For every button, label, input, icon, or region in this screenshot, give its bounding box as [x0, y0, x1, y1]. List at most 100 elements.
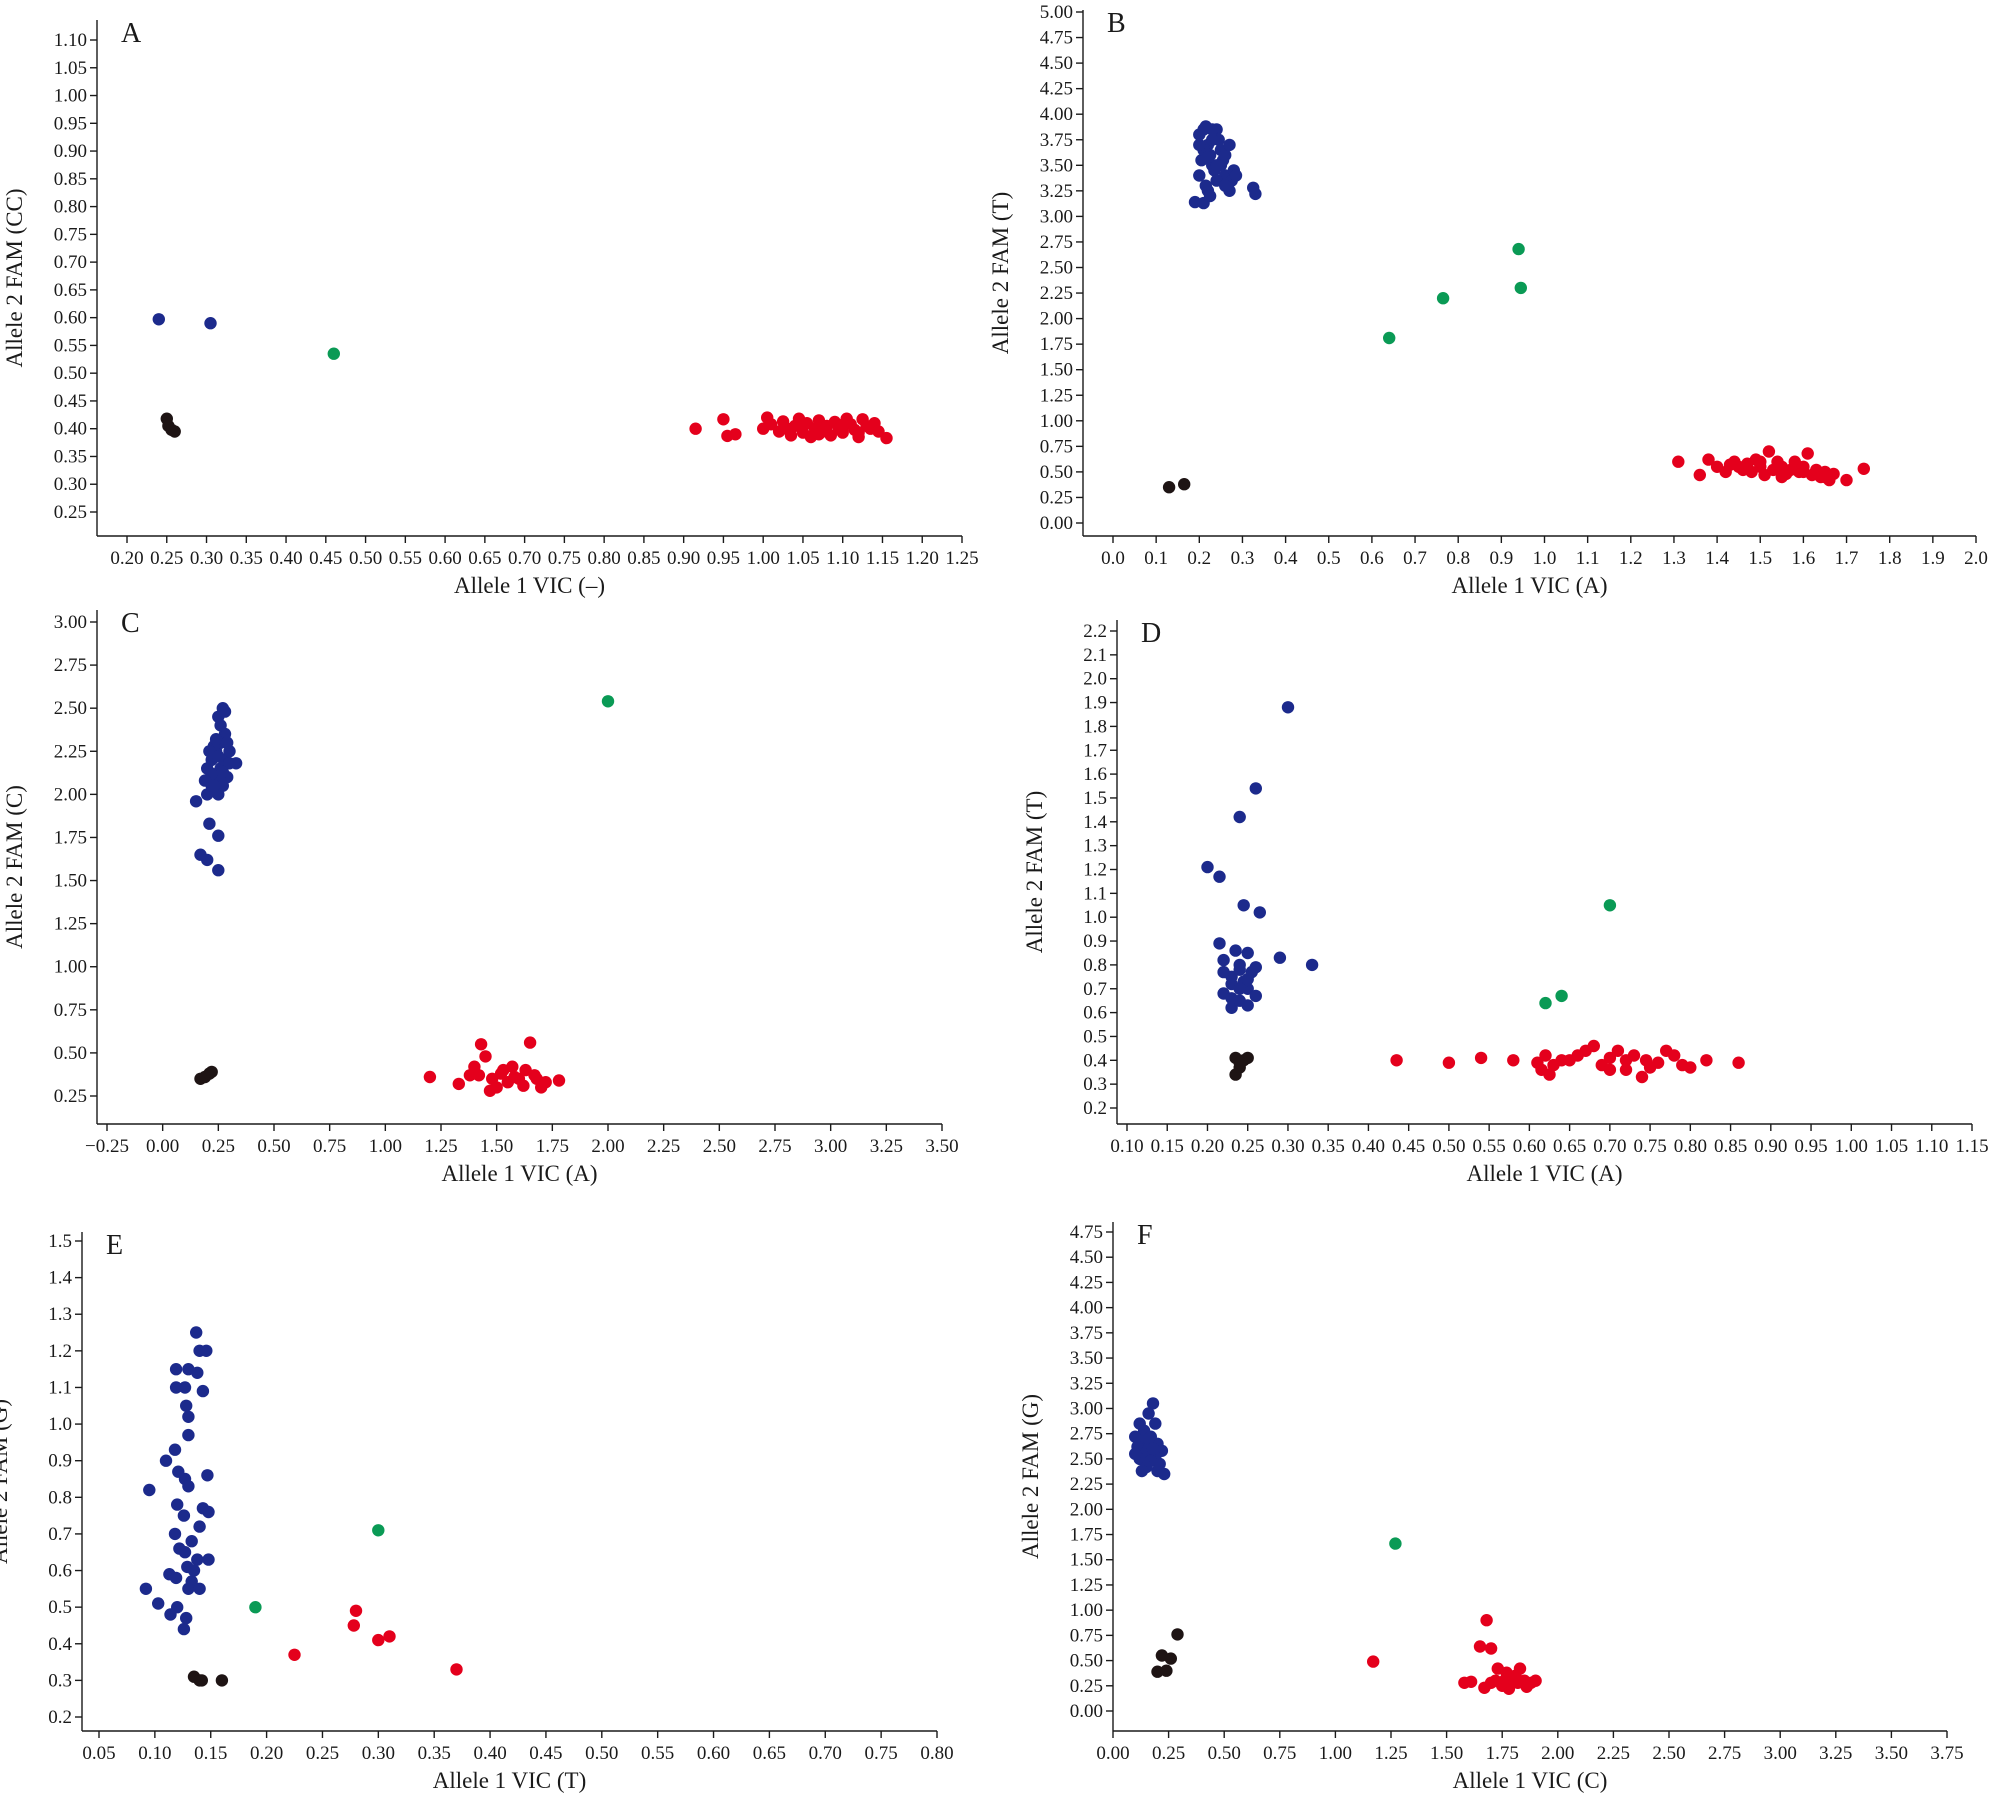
x-tick-label: 1.15: [866, 548, 899, 569]
blue-data-point: [214, 719, 227, 732]
y-tick-label: 0.70: [54, 252, 87, 273]
x-tick-label: 1.0: [1533, 548, 1557, 569]
y-tick-label: 4.25: [1040, 79, 1073, 100]
y-tick-label: 1.1: [48, 1377, 72, 1398]
blue-data-point: [1219, 148, 1232, 162]
x-tick-label: 1.00: [1319, 1743, 1352, 1764]
blue-data-point: [1206, 133, 1219, 146]
green-data-point: [1436, 292, 1450, 305]
panel-d: 0.10 0.15 0.20 0.25 0.30 0.35 0.40 0.45 0.50 0.55…: [1022, 618, 1989, 1186]
x-axis-title: Allele 1 VIC (–): [454, 573, 605, 598]
x-tick-label: 1.7: [1835, 548, 1859, 569]
y-tick-label: 0.50: [1070, 1651, 1103, 1672]
y-tick-label: 2.0: [1083, 669, 1107, 690]
y-tick-label: 3.50: [1040, 155, 1073, 176]
x-tick-label: 0.90: [1754, 1136, 1787, 1157]
red-data-point: [1651, 1056, 1665, 1069]
x-tick-label: 0.75: [313, 1136, 346, 1157]
red-data-point: [1762, 445, 1776, 458]
x-tick-label: 1.50: [1430, 1743, 1463, 1764]
y-tick-label: 0.25: [54, 1086, 87, 1107]
y-tick-label: 1.9: [1083, 693, 1107, 714]
y-tick-label: 0.25: [1040, 487, 1073, 508]
green-data-point: [601, 695, 615, 708]
black-data-point: [195, 1674, 208, 1687]
x-tick-label: −0.25: [85, 1136, 129, 1157]
y-tick-label: 4.00: [1040, 104, 1073, 125]
y-tick-label: 4.50: [1040, 53, 1073, 74]
blue-data-point: [1213, 870, 1226, 883]
red-data-point: [423, 1070, 437, 1084]
red-data-point: [383, 1630, 396, 1643]
x-tick-label: 0.1: [1144, 548, 1168, 569]
y-tick-label: 1.00: [1070, 1600, 1103, 1621]
x-tick-label: 1.15: [1955, 1136, 1988, 1157]
y-tick-label: 0.2: [1083, 1098, 1107, 1119]
x-tick-label: 2.75: [1708, 1743, 1741, 1764]
x-tick-label: 1.50: [480, 1136, 513, 1157]
y-tick-label: 4.00: [1070, 1298, 1103, 1319]
blue-data-point: [216, 765, 229, 779]
blue-data-point: [209, 733, 223, 746]
x-tick-label: 0.50: [349, 548, 382, 569]
blue-data-point: [1225, 1001, 1238, 1014]
blue-data-point: [168, 1527, 182, 1541]
panel-letter: A: [121, 18, 142, 49]
y-tick-label: 1.3: [48, 1304, 72, 1325]
x-tick-label: 0.20: [110, 548, 143, 569]
panel-f: 0.00 0.25 0.50 0.75 1.00 1.25 1.50 1.75 2.00 2.25…: [1018, 1220, 1964, 1793]
x-tick-label: 0.35: [230, 548, 263, 569]
red-data-point: [784, 429, 798, 442]
green-data-point: [1512, 242, 1525, 256]
x-tick-label: 1.05: [786, 548, 819, 569]
y-tick-label: 1.75: [54, 827, 87, 848]
x-tick-label: 0.75: [1633, 1136, 1666, 1157]
x-tick-label: 0.25: [1152, 1743, 1185, 1764]
x-tick-label: 0.65: [753, 1743, 786, 1764]
red-data-point: [1603, 1063, 1617, 1077]
red-data-point: [1520, 1680, 1533, 1694]
y-tick-label: 5.00: [1040, 2, 1073, 23]
y-tick-label: 3.25: [1070, 1373, 1103, 1394]
x-tick-label: 0.45: [309, 548, 342, 569]
x-tick-label: 0.05: [82, 1743, 115, 1764]
y-tick-label: 1.25: [1040, 385, 1073, 406]
red-data-point: [1801, 447, 1814, 460]
black-data-point: [205, 1065, 218, 1079]
y-tick-label: 0.2: [48, 1707, 72, 1728]
blue-data-point: [207, 779, 221, 792]
y-axis-title: Allele 2 FAM (T): [988, 192, 1013, 354]
red-data-point: [1639, 1054, 1653, 1067]
blue-data-point: [1229, 169, 1243, 182]
black-data-point: [215, 1674, 229, 1687]
red-data-point: [1474, 1051, 1488, 1065]
blue-data-point: [193, 1520, 206, 1533]
blue-data-point: [178, 1381, 192, 1394]
blue-data-point: [169, 1363, 183, 1376]
y-tick-label: 0.80: [54, 197, 87, 218]
x-tick-label: 2.50: [703, 1136, 736, 1157]
blue-data-point: [1129, 1447, 1142, 1461]
red-data-point: [1603, 1051, 1617, 1065]
y-tick-label: 3.75: [1070, 1323, 1103, 1344]
y-tick-label: 0.7: [48, 1524, 72, 1545]
panel-b: 0.0 0.1 0.2 0.3 0.4 0.5 0.6 0.7 0.8 0.9 1.0 1.1 1.2 1…: [988, 2, 1988, 598]
green-data-point: [249, 1601, 262, 1614]
green-data-point: [327, 347, 340, 360]
blue-data-point: [1249, 989, 1263, 1003]
y-tick-label: 2.00: [1070, 1499, 1103, 1520]
x-axis-title: Allele 1 VIC (A): [441, 1161, 597, 1186]
x-tick-label: 0.80: [1674, 1136, 1707, 1157]
blue-data-point: [1193, 138, 1206, 152]
blue-data-point: [1241, 999, 1254, 1012]
x-tick-label: 0.95: [707, 548, 740, 569]
blue-data-point: [1233, 963, 1246, 976]
x-tick-label: 0.70: [508, 548, 541, 569]
red-data-point: [1775, 470, 1789, 484]
red-data-point: [450, 1663, 463, 1676]
y-tick-label: 3.50: [1070, 1348, 1103, 1369]
blue-data-point: [203, 817, 216, 830]
y-tick-label: 0.45: [54, 391, 87, 412]
x-tick-label: 0.55: [641, 1743, 674, 1764]
y-tick-label: 1.0: [1083, 907, 1107, 928]
